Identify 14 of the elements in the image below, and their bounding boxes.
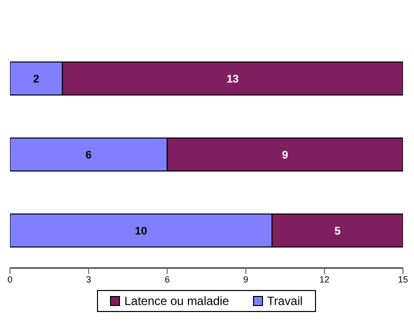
x-tick-label: 12: [319, 274, 330, 284]
x-tick-label: 9: [243, 274, 248, 284]
data-label: 13: [226, 73, 239, 86]
legend-label: Latence ou maladie: [123, 294, 230, 308]
data-label: 9: [282, 149, 288, 162]
x-tick-label: 6: [164, 274, 170, 284]
data-label: 5: [334, 225, 341, 238]
x-tick-label: 0: [7, 274, 13, 284]
x-tick-label: 15: [398, 274, 408, 284]
data-label: 2: [33, 73, 40, 86]
data-label: 6: [86, 149, 92, 162]
legend-label: Travail: [266, 294, 303, 308]
x-tick-label: 3: [86, 274, 92, 284]
data-label: 10: [134, 225, 148, 238]
